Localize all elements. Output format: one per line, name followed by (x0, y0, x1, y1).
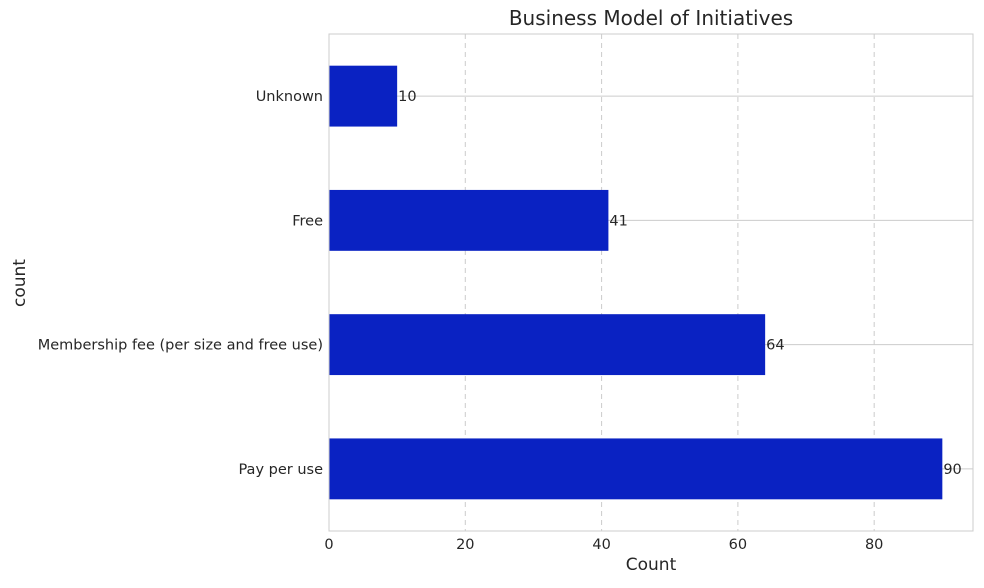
x-axis-ticks: 0 20 40 60 80 (324, 537, 883, 553)
chart-title: Business Model of Initiatives (509, 6, 793, 30)
y-axis-ticks: Unknown Free Membership fee (per size and … (38, 89, 323, 478)
y-axis-label: count (10, 259, 30, 307)
bars (329, 65, 943, 500)
bar (329, 314, 766, 376)
x-tick-label: 0 (324, 537, 333, 553)
y-tick-label: Free (292, 213, 323, 229)
data-label: 41 (609, 213, 627, 229)
y-tick-label: Unknown (256, 89, 323, 105)
plot-frame (328, 33, 974, 532)
data-label: 90 (943, 462, 961, 478)
data-label: 64 (766, 338, 784, 354)
data-label: 10 (398, 89, 416, 105)
data-labels: 10 41 64 90 (398, 89, 962, 478)
bar (329, 189, 609, 251)
y-tick-label: Pay per use (238, 462, 323, 478)
x-tick-label: 20 (456, 537, 474, 553)
bar (329, 65, 398, 127)
x-axis-label: Count (626, 555, 677, 575)
y-tick-label: Membership fee (per size and free use) (38, 338, 323, 354)
x-tick-label: 60 (729, 537, 747, 553)
x-tick-label: 40 (592, 537, 610, 553)
bar (329, 438, 943, 500)
x-tick-label: 80 (865, 537, 883, 553)
